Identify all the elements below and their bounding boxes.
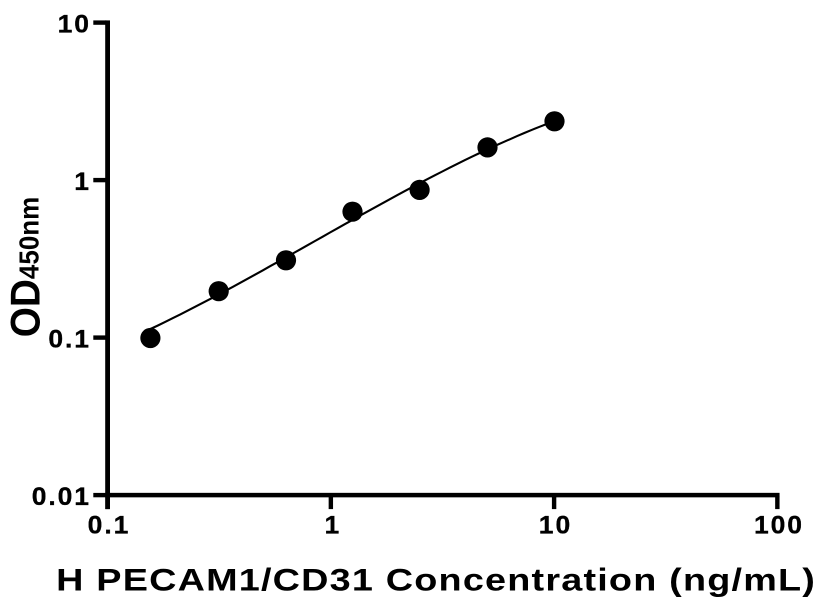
svg-text:10: 10 [58,11,91,38]
svg-text:OD450nm: OD450nm [1,197,49,338]
svg-text:0.1: 0.1 [48,326,91,353]
svg-text:1: 1 [74,169,91,196]
svg-text:H PECAM1/CD31 Concentration (n: H PECAM1/CD31 Concentration (ng/mL) [56,563,816,597]
svg-text:0.1: 0.1 [88,512,131,539]
svg-text:1: 1 [324,512,341,539]
svg-text:100: 100 [754,512,804,539]
svg-text:10: 10 [539,512,572,539]
svg-text:0.01: 0.01 [32,484,91,511]
